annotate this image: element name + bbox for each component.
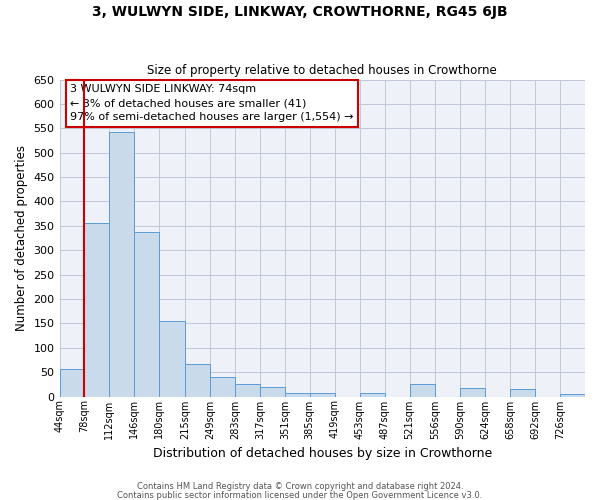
Bar (310, 393, 335, 396)
X-axis label: Distribution of detached houses by size in Crowthorne: Distribution of detached houses by size … (152, 447, 492, 460)
Bar (160, 321, 185, 396)
Text: Contains HM Land Registry data © Crown copyright and database right 2024.: Contains HM Land Registry data © Crown c… (137, 482, 463, 491)
Bar (185, 364, 210, 396)
Bar (359, 392, 385, 396)
Bar (59, 368, 85, 396)
Bar (109, 132, 134, 396)
Text: Contains public sector information licensed under the Open Government Licence v3: Contains public sector information licen… (118, 490, 482, 500)
Text: 3, WULWYN SIDE, LINKWAY, CROWTHORNE, RG45 6JB: 3, WULWYN SIDE, LINKWAY, CROWTHORNE, RG4… (92, 5, 508, 19)
Bar (410, 384, 435, 396)
Y-axis label: Number of detached properties: Number of detached properties (15, 145, 28, 331)
Bar (85, 224, 109, 396)
Bar (210, 376, 235, 396)
Text: 3 WULWYN SIDE LINKWAY: 74sqm
← 3% of detached houses are smaller (41)
97% of sem: 3 WULWYN SIDE LINKWAY: 74sqm ← 3% of det… (70, 84, 353, 122)
Bar (285, 392, 310, 396)
Bar (460, 388, 485, 396)
Bar (134, 232, 160, 396)
Title: Size of property relative to detached houses in Crowthorne: Size of property relative to detached ho… (148, 64, 497, 77)
Bar (560, 394, 585, 396)
Bar (510, 389, 535, 396)
Bar (235, 384, 260, 396)
Bar (260, 387, 285, 396)
